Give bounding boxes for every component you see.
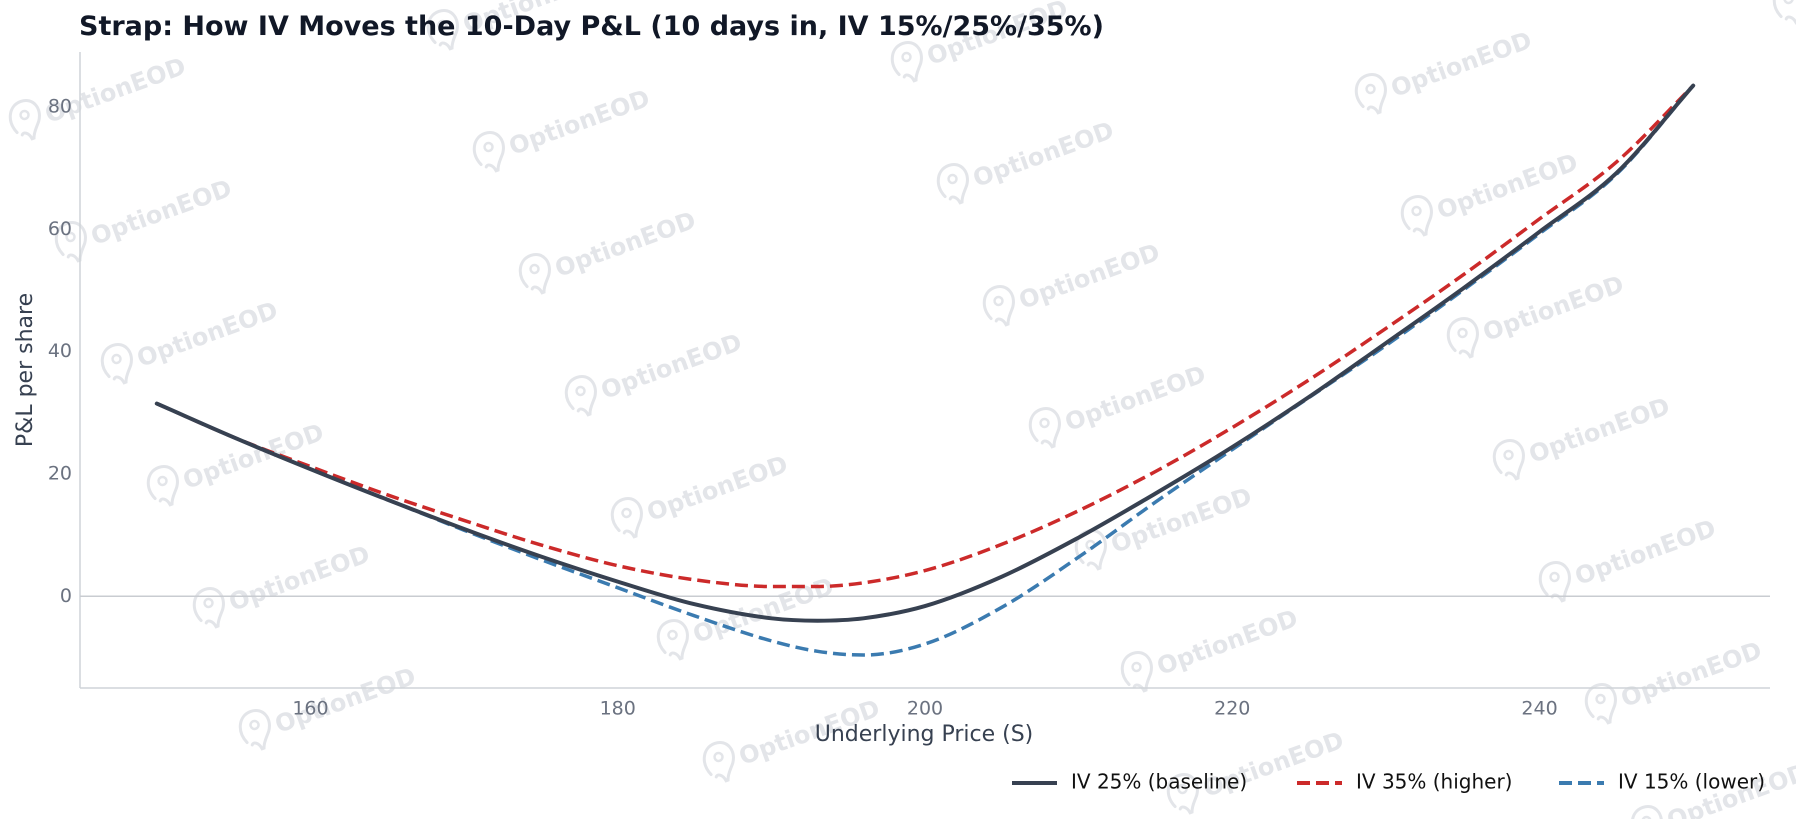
watermark: OptionEOD xyxy=(1441,270,1628,364)
series-line xyxy=(156,84,1695,589)
axes xyxy=(79,52,1770,689)
legend-label: IV 35% (higher) xyxy=(1356,770,1512,794)
watermark: OptionEOD xyxy=(467,84,654,178)
watermark: OptionEOD xyxy=(1487,392,1674,486)
watermark-text: OptionEOD xyxy=(1153,604,1301,681)
watermark-logo-icon xyxy=(1767,0,1796,30)
y-tick-label: 40 xyxy=(48,340,72,362)
watermark: OptionEOD xyxy=(1533,514,1720,608)
chart-title: Strap: How IV Moves the 10-Day P&L (10 d… xyxy=(79,11,1104,42)
watermark-text: OptionEOD xyxy=(1571,514,1719,591)
watermark-text: OptionEOD xyxy=(1617,636,1765,713)
watermark: OptionEOD xyxy=(1395,148,1582,242)
watermark-text: OptionEOD xyxy=(1525,392,1673,469)
watermark: OptionEOD xyxy=(141,418,328,512)
y-tick-label: 80 xyxy=(48,96,72,118)
watermark: OptionEOD xyxy=(559,328,746,422)
watermark: OptionEOD xyxy=(1579,636,1766,730)
series-lines xyxy=(154,83,1696,657)
y-tick-label: 0 xyxy=(60,585,72,607)
watermark-text: OptionEOD xyxy=(1479,270,1627,347)
watermark-text: OptionEOD xyxy=(643,450,791,527)
tick-labels: 160 180 200 220 240 0 20 40 60 80 xyxy=(48,96,1558,720)
watermark: OptionEOD xyxy=(187,540,374,634)
watermark: OptionEOD xyxy=(1767,0,1796,30)
x-tick-label: 180 xyxy=(600,698,636,720)
watermark-text: OptionEOD xyxy=(0,0,144,7)
y-tick-label: 20 xyxy=(48,462,72,484)
watermark-text: OptionEOD xyxy=(1387,26,1535,103)
watermark-logo-icon xyxy=(0,0,3,24)
watermark-text: OptionEOD xyxy=(551,206,699,283)
legend-label: IV 25% (baseline) xyxy=(1071,770,1247,794)
x-tick-label: 220 xyxy=(1214,698,1250,720)
watermark-text: OptionEOD xyxy=(505,84,653,161)
watermark: OptionEOD xyxy=(931,116,1118,210)
x-tick-label: 200 xyxy=(907,698,943,720)
x-tick-label: 240 xyxy=(1521,698,1557,720)
watermark-text: OptionEOD xyxy=(179,418,327,495)
y-axis-title: P&L per share xyxy=(13,293,38,447)
watermark: OptionEOD xyxy=(1023,360,1210,454)
x-tick-label: 160 xyxy=(292,698,328,720)
watermark: OptionEOD xyxy=(513,206,700,300)
legend: IV 25% (baseline) IV 35% (higher) IV 15% (… xyxy=(1012,770,1765,794)
watermark-text: OptionEOD xyxy=(1061,360,1209,437)
watermark-text: OptionEOD xyxy=(87,174,235,251)
watermark-text: OptionEOD xyxy=(133,296,281,373)
watermark-text: OptionEOD xyxy=(597,328,745,405)
series-line xyxy=(154,83,1696,623)
watermark-text: OptionEOD xyxy=(1433,148,1581,225)
y-tick-label: 60 xyxy=(48,218,72,240)
watermark: OptionEOD xyxy=(49,174,236,268)
watermark: OptionEOD xyxy=(1349,26,1536,120)
x-axis-title: Underlying Price (S) xyxy=(815,722,1034,747)
watermark: OptionEOD xyxy=(1161,726,1348,819)
watermark-text: OptionEOD xyxy=(1015,238,1163,315)
legend-label: IV 15% (lower) xyxy=(1618,770,1765,794)
watermark: OptionEOD xyxy=(1115,604,1302,698)
watermark: OptionEOD xyxy=(3,52,190,146)
watermark: OptionEOD xyxy=(605,450,792,544)
watermark-logo-icon xyxy=(1625,801,1671,819)
watermark-text: OptionEOD xyxy=(969,116,1117,193)
watermark-text: OptionEOD xyxy=(225,540,373,617)
watermark: OptionEOD xyxy=(977,238,1164,332)
watermark: OptionEOD xyxy=(95,296,282,390)
